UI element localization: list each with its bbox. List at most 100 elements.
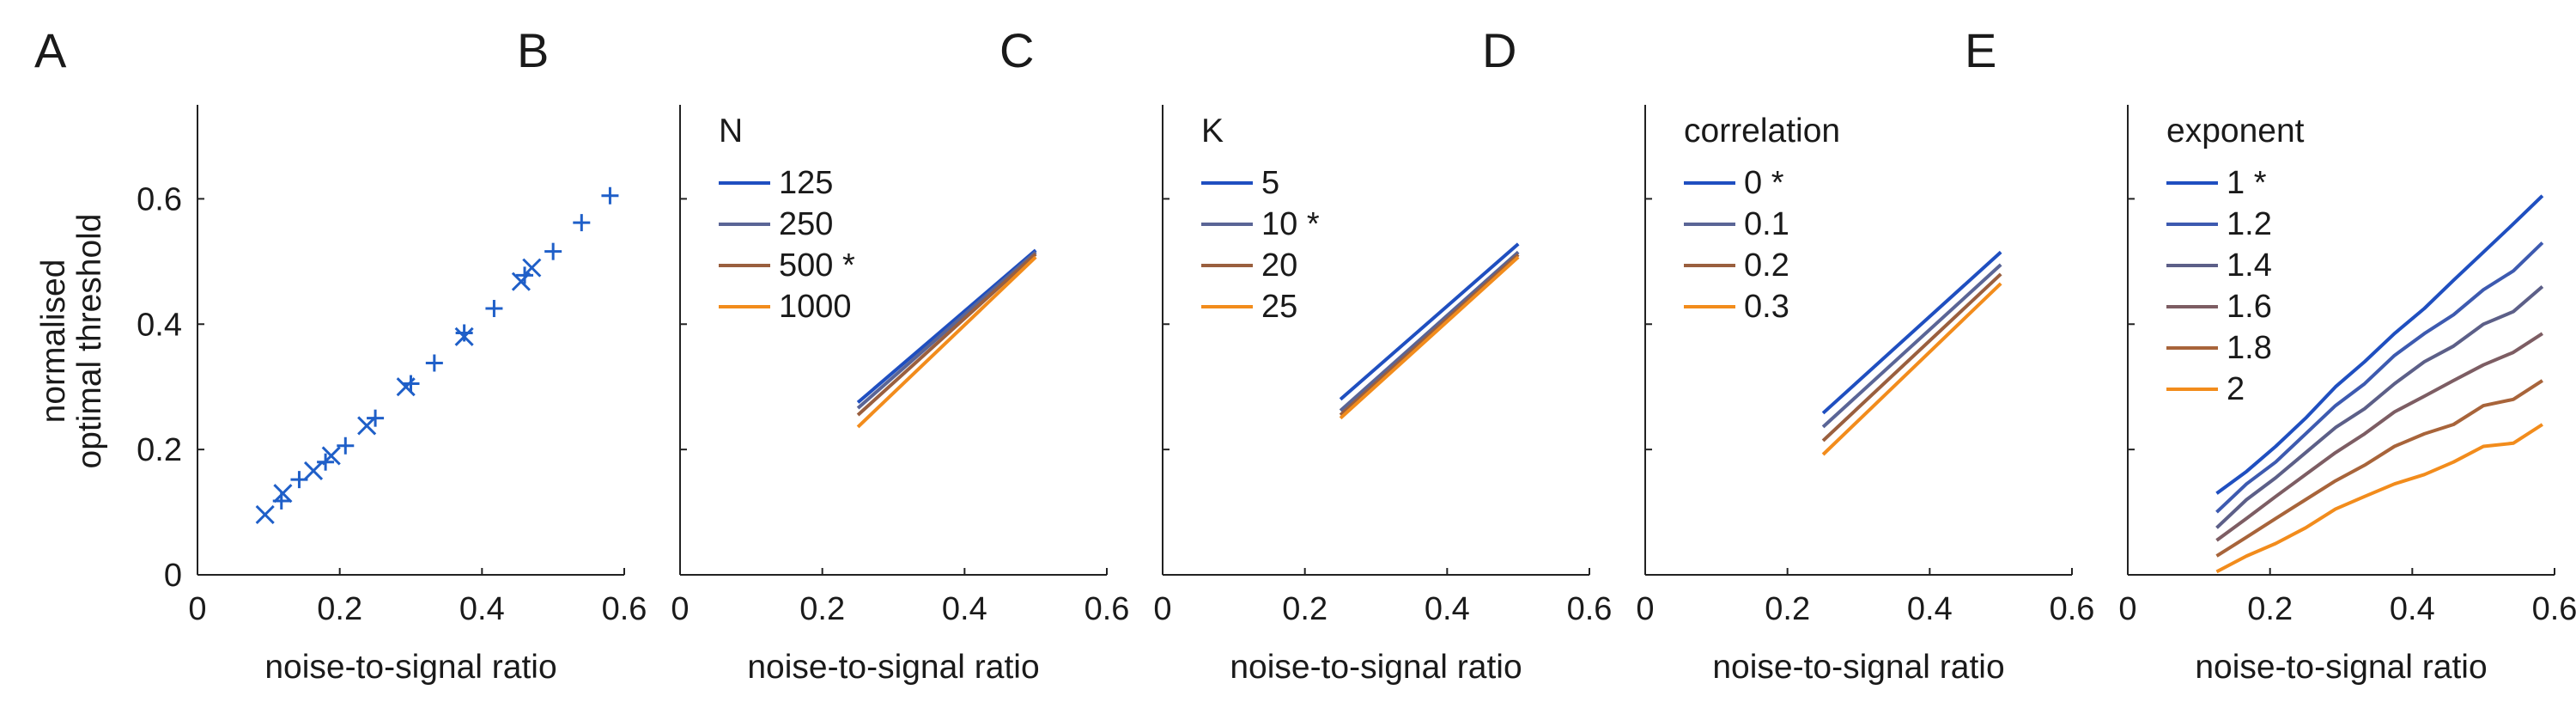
x-axis-label: noise-to-signal ratio [1230, 649, 1522, 686]
panel-e: E 0 0.2 0.4 0.6 noise-to-signal ratio exponent… [1965, 23, 2576, 686]
series-line-3 [856, 253, 1037, 417]
legend-label: 500 * [779, 247, 855, 284]
legend-title: exponent [2166, 113, 2305, 150]
legend: correlation 0 * 0.1 0.2 0.3 [1684, 113, 1840, 325]
y-axis-label-line-2: optimal threshold [71, 214, 108, 469]
panel-letter: C [999, 23, 1034, 77]
x-tick-label: 0.2 [1282, 591, 1327, 627]
legend: K 5 10 * 20 25 [1201, 113, 1320, 325]
x-tick-label: 0.6 [2532, 591, 2576, 627]
legend-label: 25 [1261, 289, 1297, 325]
marker-stroke [357, 416, 377, 436]
x-tick-label: 0.6 [602, 591, 647, 627]
series-line-1 [1339, 242, 1520, 401]
data-point [273, 484, 293, 504]
x-axis-label: noise-to-signal ratio [1712, 649, 2004, 686]
series-line-3 [1339, 253, 1520, 417]
data-point [303, 461, 324, 480]
series-line-4 [1821, 282, 2002, 456]
series-line-1 [1821, 250, 2002, 415]
data-point [455, 324, 473, 342]
x-tick-label: 0 [671, 591, 689, 627]
x-tick-label: 0.4 [1907, 591, 1953, 627]
series-line-4 [1339, 255, 1520, 420]
panel-c: C 0 0.2 0.4 0.6 noise-to-signal ratio K 5 10 * 20… [999, 23, 1612, 686]
data-point [357, 416, 377, 436]
data-point [337, 436, 355, 455]
series-line-2 [2215, 241, 2544, 514]
data-point [573, 214, 591, 232]
legend-label: 250 [779, 206, 833, 242]
legend-label: 10 * [1261, 206, 1320, 242]
panel-letter: A [34, 23, 67, 77]
panel-b: B 0 0.2 0.4 0.6 noise-to-signal ratio N 125 250 5… [517, 23, 1129, 686]
series-line-2 [1821, 263, 2002, 429]
legend-label: 5 [1261, 165, 1279, 201]
y-axis-label-line-1: normalised [35, 259, 72, 424]
data-point [544, 242, 562, 260]
data-point [402, 375, 420, 393]
series-line-2 [856, 250, 1037, 410]
data-point [601, 186, 619, 204]
series-line-6 [2215, 423, 2543, 574]
x-tick-label: 0.4 [459, 591, 505, 627]
y-tick-label: 0 [164, 558, 182, 594]
panel-letter: B [517, 23, 549, 77]
series-line-1 [2215, 194, 2544, 495]
x-axis-label: noise-to-signal ratio [264, 649, 556, 686]
panel-a: A 0 0.2 0.4 0.6 0 0.2 0.4 0.6 noise-to-signal rat… [34, 23, 647, 686]
x-tick-label: 0.6 [2050, 591, 2095, 627]
x-axis-label: noise-to-signal ratio [747, 649, 1039, 686]
x-tick-label: 0.2 [2247, 591, 2293, 627]
legend-title: correlation [1684, 113, 1840, 150]
x-tick-label: 0 [1636, 591, 1654, 627]
marker-stroke [255, 504, 275, 525]
legend: N 125 250 500 * 1000 [719, 113, 855, 325]
series-line-4 [2215, 332, 2543, 542]
series-line-3 [2215, 284, 2544, 529]
legend-label: 1.8 [2227, 330, 2272, 366]
panel-letter: D [1482, 23, 1516, 77]
marker-stroke [522, 258, 542, 278]
marker-stroke [273, 484, 293, 504]
legend-title: N [719, 113, 743, 150]
x-tick-label: 0 [188, 591, 206, 627]
legend-label: 2 [2227, 371, 2245, 407]
panel-d: D 0 0.2 0.4 0.6 noise-to-signal ratio correlat… [1482, 23, 2094, 686]
x-tick-label: 0.4 [942, 591, 987, 627]
series-line-2 [1339, 250, 1520, 412]
x-tick-label: 0.4 [1425, 591, 1470, 627]
x-tick-label: 0.2 [317, 591, 362, 627]
legend-label: 0.2 [1744, 247, 1789, 284]
x-tick-label: 0 [2118, 591, 2136, 627]
x-tick-label: 0 [1153, 591, 1171, 627]
marker-stroke [321, 446, 341, 466]
x-tick-label: 0.2 [1765, 591, 1810, 627]
panels: A 0 0.2 0.4 0.6 0 0.2 0.4 0.6 noise-to-signal rat… [34, 23, 2576, 686]
legend: exponent 1 * 1.2 1.4 1.6 1.8 2 [2166, 113, 2305, 407]
legend-label: 1000 [779, 289, 852, 325]
legend-title: K [1201, 113, 1224, 150]
y-tick-label: 0.6 [137, 181, 182, 217]
data-point [425, 354, 443, 372]
legend-label: 1.2 [2227, 206, 2272, 242]
series-line-1 [856, 248, 1037, 404]
legend-label: 0.1 [1744, 206, 1789, 242]
marker-stroke [303, 461, 324, 480]
x-tick-label: 0.4 [2390, 591, 2435, 627]
data-point [255, 504, 275, 525]
series-line-3 [1821, 272, 2002, 443]
data-point [485, 300, 503, 318]
panel-letter: E [1965, 23, 1996, 77]
x-axis-label: noise-to-signal ratio [2195, 649, 2487, 686]
legend-label: 125 [779, 165, 833, 201]
series-line-4 [856, 255, 1037, 429]
x-tick-label: 0.2 [799, 591, 845, 627]
data-point [367, 409, 385, 427]
data-point [522, 258, 542, 278]
legend-label: 0 * [1744, 165, 1784, 201]
y-tick-label: 0.2 [137, 432, 182, 468]
data-point [290, 471, 308, 489]
data-point [321, 446, 341, 466]
